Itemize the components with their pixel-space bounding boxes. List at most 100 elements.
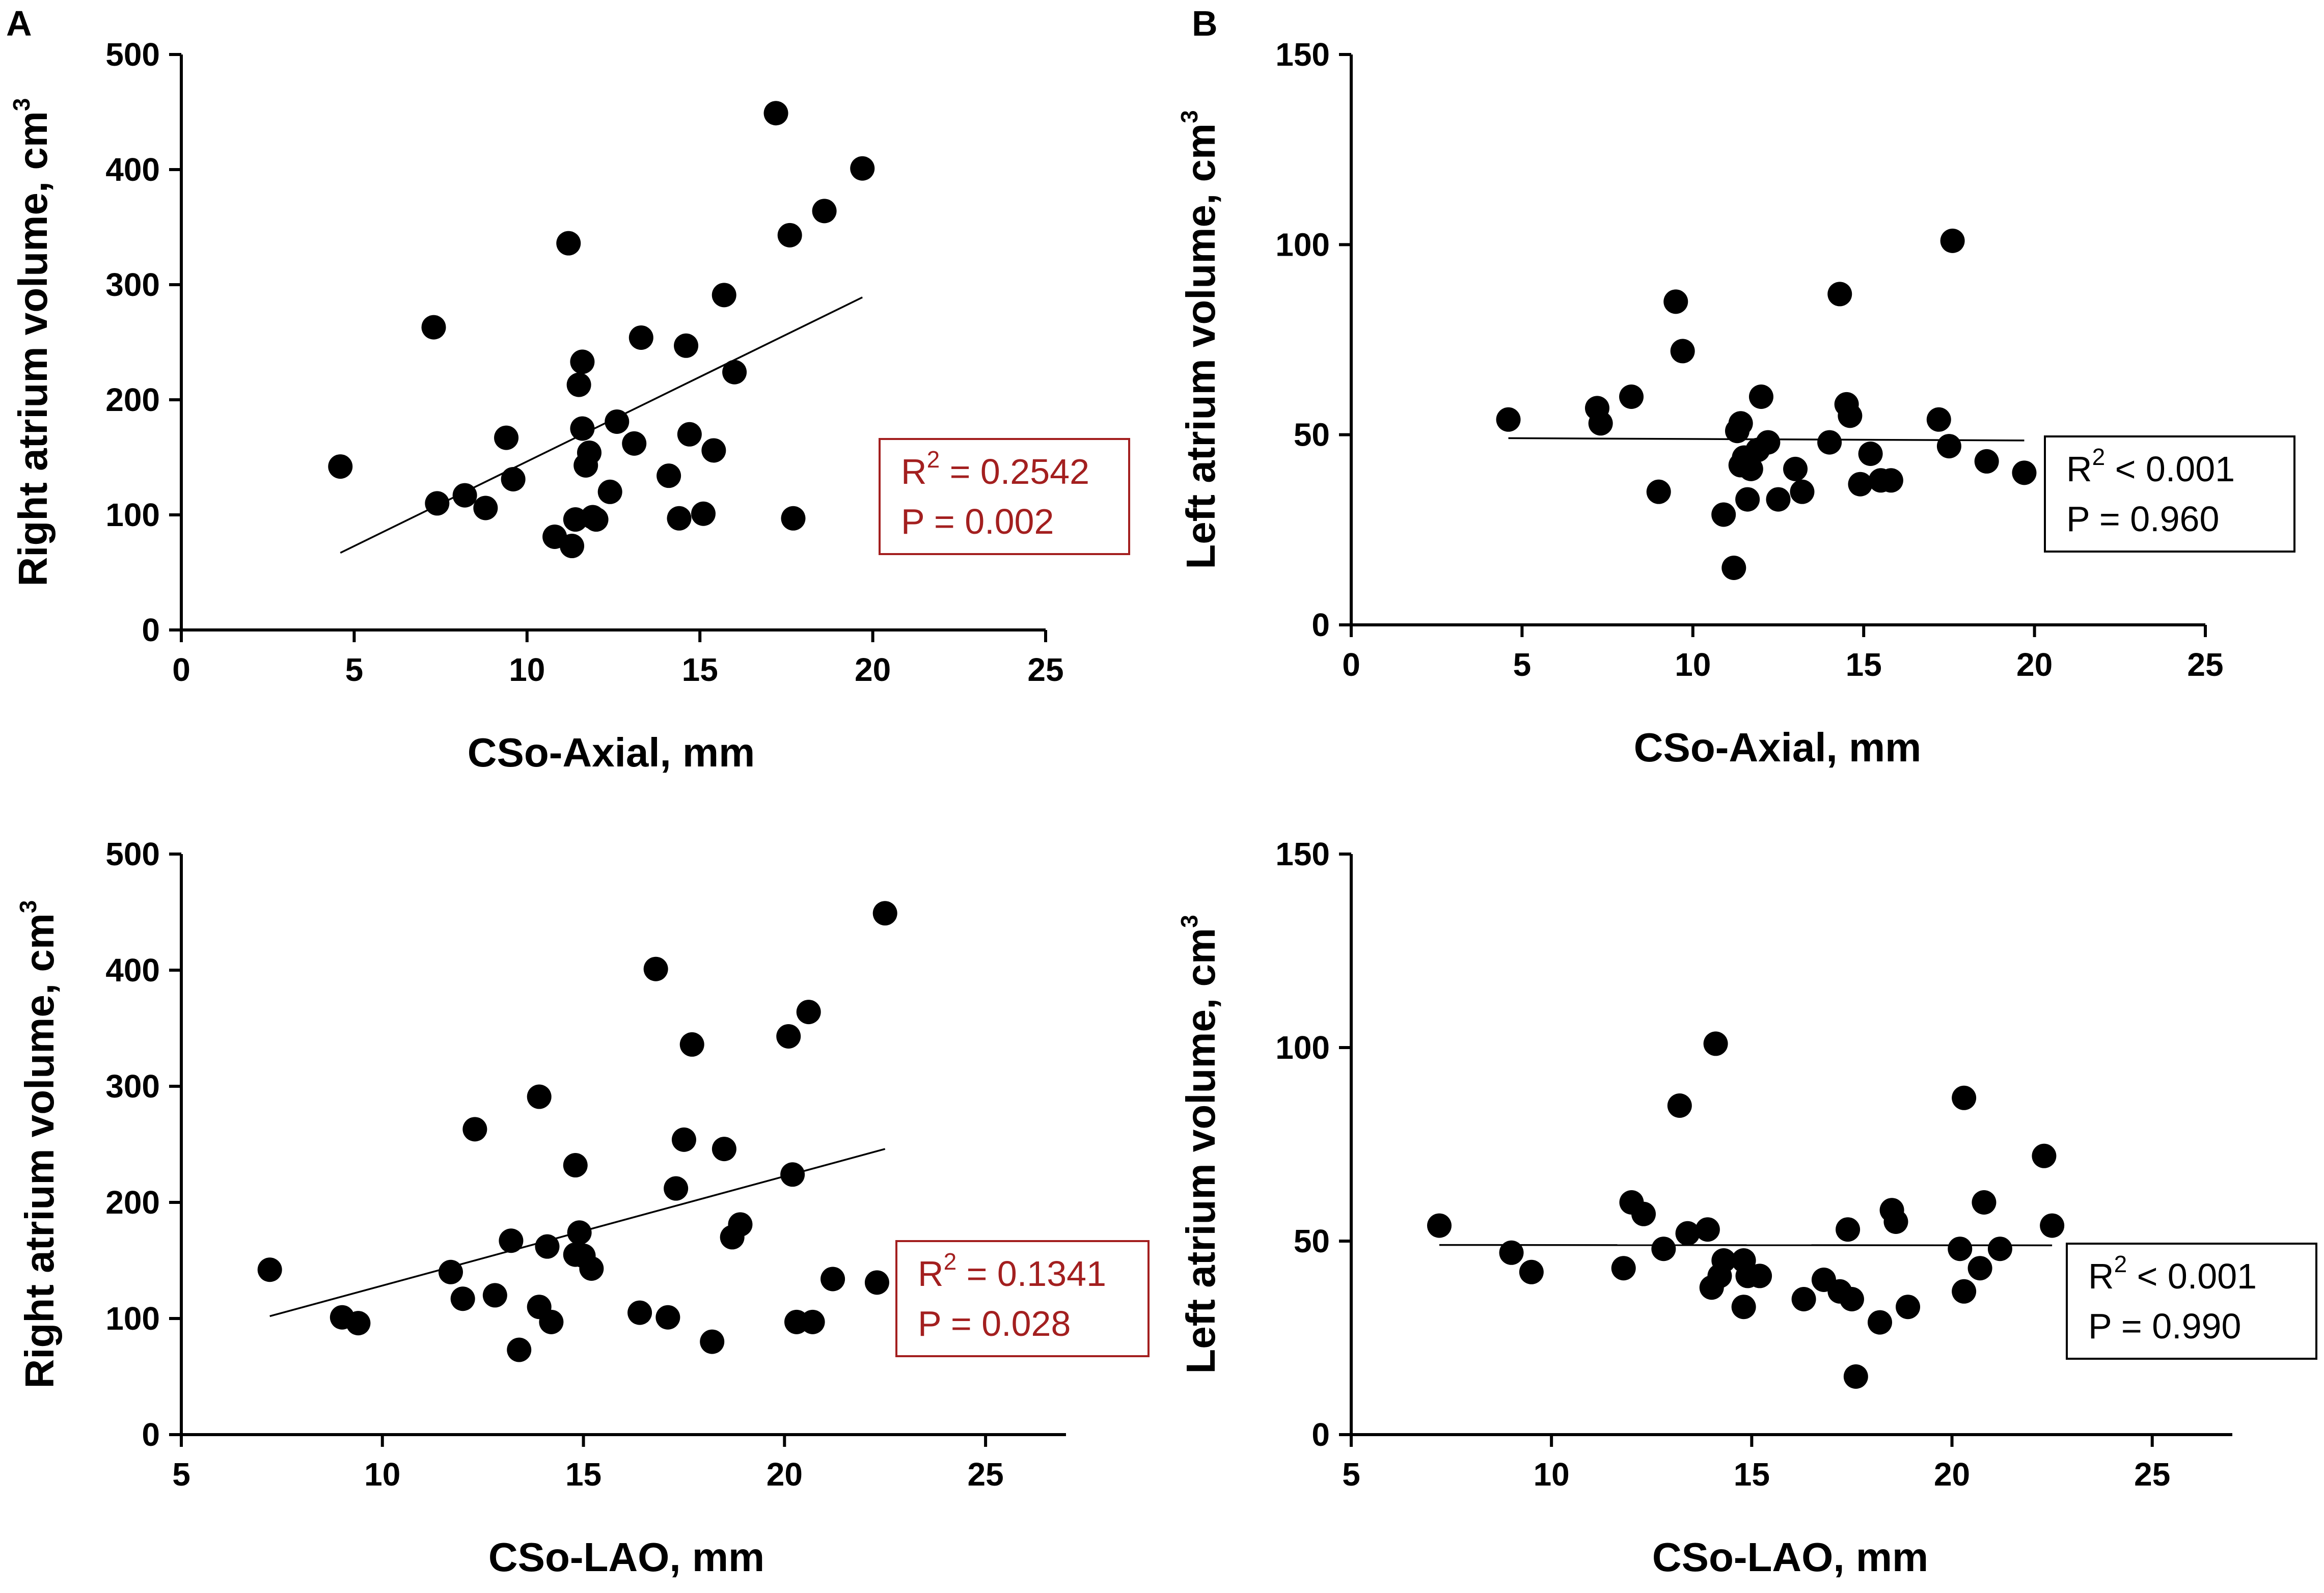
chart-a-top: 0 100 200 300 400 500 0 5 10 15 20 25 CSo-Axial, mm R… <box>8 36 1130 775</box>
data-point <box>605 409 630 434</box>
y-tick-label: 300 <box>105 1068 160 1105</box>
data-point <box>701 438 726 463</box>
data-point <box>1738 456 1763 481</box>
r-squared-label: R2 = 0.2542 <box>901 446 1089 491</box>
data-point <box>1791 1287 1816 1311</box>
x-tick-label: 5 <box>172 1456 190 1493</box>
data-point <box>781 506 806 531</box>
data-point <box>567 1220 592 1245</box>
x-axis-title: CSo-Axial, mm <box>1634 725 1922 770</box>
data-point <box>1499 1240 1524 1265</box>
data-point <box>539 1309 564 1334</box>
data-point <box>622 431 647 456</box>
data-point <box>1711 1248 1736 1273</box>
data-point <box>776 1024 801 1049</box>
x-tick-label: 15 <box>1846 646 1882 683</box>
data-point <box>1766 487 1791 512</box>
data-point <box>482 1283 507 1308</box>
data-point <box>566 372 591 397</box>
data-point <box>570 349 595 374</box>
data-point <box>1952 1279 1977 1304</box>
y-tick-label: 200 <box>105 381 160 418</box>
data-point <box>597 479 622 504</box>
x-tick-label: 25 <box>967 1456 1003 1493</box>
data-point <box>1896 1295 1921 1320</box>
data-point <box>800 1309 825 1334</box>
data-point <box>507 1337 532 1362</box>
data-point <box>796 1000 821 1025</box>
x-tick-label: 0 <box>1342 646 1360 683</box>
x-axis-title: CSo-LAO, mm <box>1652 1534 1928 1580</box>
data-point <box>499 1228 524 1253</box>
data-point <box>1839 1287 1864 1311</box>
data-point <box>1838 403 1863 428</box>
data-point <box>577 440 601 465</box>
data-point <box>1588 411 1613 436</box>
data-point <box>1940 228 1965 253</box>
data-point <box>1790 479 1815 504</box>
data-point <box>1848 472 1873 497</box>
data-point <box>691 501 716 526</box>
data-point <box>1756 430 1781 455</box>
x-tick-label: 10 <box>509 651 545 688</box>
p-value-label: P = 0.028 <box>918 1304 1071 1343</box>
data-point <box>1646 479 1671 504</box>
data-point <box>1711 502 1736 527</box>
data-point <box>664 1176 689 1201</box>
data-point <box>1868 1310 1892 1335</box>
data-point <box>452 483 477 508</box>
data-point <box>864 1270 889 1295</box>
data-point <box>700 1329 725 1354</box>
data-point <box>1817 430 1842 455</box>
data-point <box>1728 411 1753 436</box>
y-tick-label: 200 <box>105 1184 160 1221</box>
x-tick-label: 10 <box>1675 646 1711 683</box>
data-point <box>777 223 802 248</box>
data-point <box>560 534 585 559</box>
data-point <box>821 1267 845 1292</box>
data-point <box>1747 1264 1772 1288</box>
panel-letter-b: B <box>1192 4 1218 43</box>
data-point <box>628 325 653 350</box>
data-point <box>872 901 897 926</box>
y-tick-label: 50 <box>1294 1223 1330 1259</box>
data-point <box>1878 468 1903 493</box>
data-point <box>655 1305 680 1330</box>
data-point <box>1695 1217 1720 1242</box>
y-tick-label: 0 <box>142 612 160 648</box>
data-point <box>425 491 450 516</box>
data-point <box>257 1257 282 1282</box>
data-point <box>1667 1093 1692 1118</box>
y-tick-label: 400 <box>105 952 160 988</box>
x-tick-label: 15 <box>682 651 718 688</box>
x-tick-label: 20 <box>2016 646 2053 683</box>
data-point <box>450 1286 475 1311</box>
x-tick-label: 20 <box>855 651 891 688</box>
y-tick-label: 100 <box>105 1300 160 1337</box>
x-tick-label: 5 <box>1513 646 1532 683</box>
y-tick-label: 0 <box>1311 1416 1330 1453</box>
data-point <box>494 425 519 450</box>
data-point <box>462 1117 487 1142</box>
x-tick-label: 15 <box>565 1456 601 1493</box>
data-point <box>812 199 837 224</box>
chart-b-bottom: 0 50 100 150 5 10 15 20 25 CSo-LAO, mm Left atrium… <box>1176 836 2317 1580</box>
stats-box: R2 = 0.1341 P = 0.028 <box>895 1240 1150 1357</box>
r-squared-label: R2 < 0.001 <box>2066 444 2235 489</box>
data-point <box>1987 1237 2012 1261</box>
data-point <box>712 283 736 308</box>
stats-box-frame <box>2066 1243 2317 1360</box>
data-point <box>1651 1237 1676 1261</box>
y-tick-label: 500 <box>105 36 160 73</box>
data-point <box>579 1256 604 1281</box>
x-axis-title: CSo-Axial, mm <box>468 730 755 775</box>
data-point <box>763 101 788 126</box>
x-tick-label: 5 <box>345 651 364 688</box>
y-tick-label: 150 <box>1275 36 1330 73</box>
y-tick-label: 50 <box>1294 417 1330 453</box>
data-point <box>556 231 581 256</box>
data-point <box>1967 1256 1992 1281</box>
x-tick-label: 10 <box>364 1456 400 1493</box>
data-point <box>1843 1364 1868 1389</box>
